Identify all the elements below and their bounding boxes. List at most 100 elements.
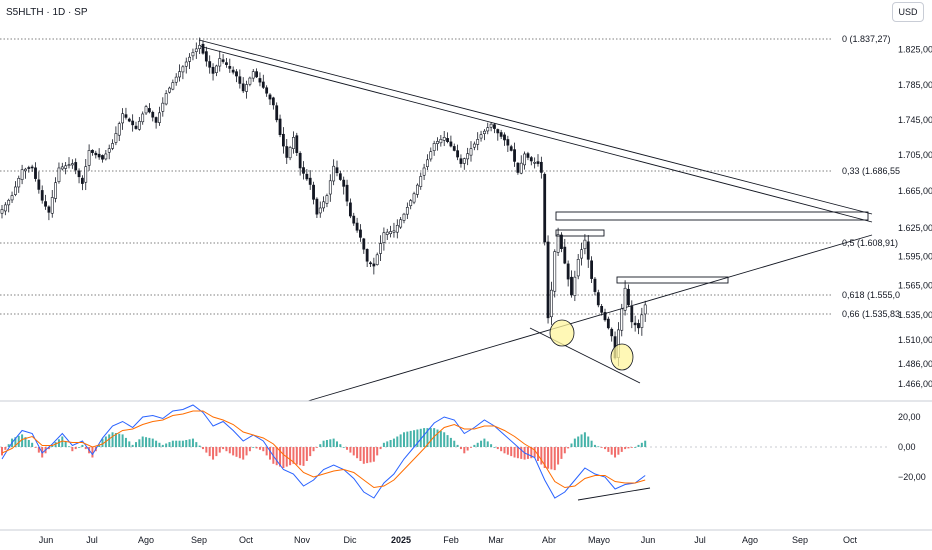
candle-body bbox=[298, 152, 302, 169]
candle-body bbox=[30, 166, 34, 169]
histogram-bar bbox=[4, 447, 7, 450]
candle-body bbox=[643, 304, 647, 315]
fib-level-label: 0,33 (1.686,55 bbox=[842, 166, 900, 176]
histogram-bar bbox=[356, 447, 359, 459]
histogram-bar bbox=[258, 447, 261, 450]
histogram-bar bbox=[500, 447, 503, 452]
histogram-bar bbox=[121, 434, 124, 447]
histogram-bar bbox=[175, 440, 178, 447]
candle-body bbox=[385, 231, 389, 235]
histogram-bar bbox=[396, 436, 399, 447]
histogram-bar bbox=[416, 429, 419, 447]
histogram-bar bbox=[188, 439, 191, 447]
histogram-bar bbox=[245, 447, 248, 456]
histogram-bar bbox=[14, 437, 17, 447]
candle-body bbox=[191, 52, 195, 57]
histogram-bar bbox=[269, 447, 271, 460]
symbol-title: S5HLTH · 1D · SP bbox=[6, 7, 88, 18]
price-axis[interactable]: 1.825,00 1.785,00 1.745,00 1.705,00 1.665,00… bbox=[898, 45, 932, 389]
histogram-bar bbox=[644, 440, 647, 447]
histogram-bar bbox=[560, 447, 563, 459]
ascending-trendline bbox=[307, 234, 873, 402]
candle-body bbox=[456, 150, 460, 158]
time-axis[interactable]: Jun Jul Ago Sep Oct Nov Dic 2025 Feb Mar Abr Mayo Ju… bbox=[39, 535, 858, 545]
histogram-bar bbox=[292, 447, 295, 464]
histogram-bar bbox=[232, 447, 235, 456]
candle-body bbox=[603, 312, 607, 321]
candle-body bbox=[20, 169, 24, 180]
histogram-bar bbox=[222, 447, 225, 450]
candle-body bbox=[382, 232, 386, 243]
candle-body bbox=[54, 182, 58, 199]
time-tick-label: Sep bbox=[792, 535, 808, 545]
histogram-bar bbox=[47, 447, 50, 450]
candle-body bbox=[231, 69, 235, 73]
descending-support-line bbox=[529, 327, 641, 384]
histogram-bar bbox=[436, 429, 439, 447]
histogram-bar bbox=[493, 447, 496, 448]
histogram-bar bbox=[627, 447, 630, 449]
price-tick-label: 1.565,00 bbox=[898, 280, 932, 290]
candle-body bbox=[549, 289, 553, 318]
macd-line bbox=[1, 404, 646, 499]
candle-body bbox=[503, 134, 506, 141]
histogram-bar bbox=[37, 447, 40, 453]
histogram-bar bbox=[640, 442, 643, 447]
candle-body bbox=[225, 62, 228, 65]
candle-body bbox=[513, 149, 516, 162]
histogram-bar bbox=[124, 437, 127, 447]
histogram-bar bbox=[279, 447, 282, 467]
histogram-bar bbox=[309, 447, 312, 457]
candle-body bbox=[402, 213, 406, 221]
candle-body bbox=[633, 322, 637, 326]
time-tick-label: Abr bbox=[542, 535, 556, 545]
candle-body bbox=[302, 167, 305, 174]
histogram-bar bbox=[372, 447, 375, 462]
currency-button[interactable]: USD bbox=[892, 2, 924, 22]
candle-body bbox=[121, 113, 125, 124]
candle-body bbox=[315, 198, 319, 215]
candle-body bbox=[151, 111, 155, 118]
candle-body bbox=[325, 195, 329, 204]
candle-body bbox=[493, 124, 496, 129]
histogram-bar bbox=[516, 447, 519, 459]
candle-body bbox=[586, 241, 590, 260]
macd-axis[interactable]: 20,00 0,00 −20,00 bbox=[898, 412, 926, 482]
histogram-bar bbox=[604, 447, 606, 450]
histogram-bar bbox=[165, 443, 168, 447]
candle-body bbox=[539, 161, 543, 173]
time-tick-label: Feb bbox=[443, 535, 459, 545]
low-marker-circle bbox=[610, 343, 634, 371]
histogram-bar bbox=[248, 447, 251, 452]
histogram-bar bbox=[282, 447, 285, 468]
candle-body bbox=[17, 178, 21, 188]
candle-body bbox=[563, 246, 567, 264]
histogram-bar bbox=[81, 444, 84, 447]
price-candles bbox=[0, 37, 647, 367]
candle-body bbox=[271, 97, 275, 106]
candle-body bbox=[606, 318, 610, 329]
histogram-bar bbox=[191, 438, 194, 447]
histogram-bar bbox=[218, 447, 221, 453]
histogram-bar bbox=[346, 447, 349, 450]
histogram-bar bbox=[379, 447, 382, 450]
histogram-bar bbox=[101, 438, 104, 447]
histogram-bar bbox=[17, 435, 20, 447]
candle-body bbox=[84, 166, 88, 183]
candle-body bbox=[415, 184, 419, 195]
histogram-bar bbox=[84, 447, 87, 450]
histogram-bar bbox=[607, 447, 610, 452]
time-tick-label: Oct bbox=[239, 535, 254, 545]
candle-body bbox=[596, 292, 600, 306]
price-tick-label: 1.486,00 bbox=[898, 359, 932, 369]
histogram-bar bbox=[339, 444, 342, 447]
candle-body bbox=[241, 83, 245, 92]
candle-body bbox=[412, 193, 416, 203]
histogram-bar bbox=[91, 447, 94, 458]
histogram-bar bbox=[64, 441, 67, 447]
lower-resistance-line bbox=[198, 45, 873, 223]
histogram-bar bbox=[71, 447, 74, 452]
candle-body bbox=[486, 127, 490, 132]
candle-body bbox=[94, 152, 98, 156]
